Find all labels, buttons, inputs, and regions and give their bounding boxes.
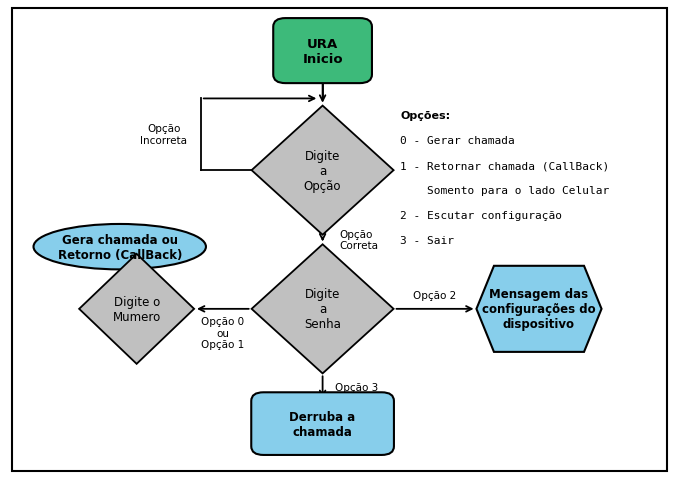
Text: 2 - Escutar configuração: 2 - Escutar configuração (401, 210, 562, 220)
Text: Opção 0
ou
Opção 1: Opção 0 ou Opção 1 (201, 316, 244, 349)
Text: 1 - Retornar chamada (CallBack): 1 - Retornar chamada (CallBack) (401, 161, 610, 171)
Text: 3 - Sair: 3 - Sair (401, 235, 454, 245)
Polygon shape (79, 254, 194, 364)
Text: Somento para o lado Celular: Somento para o lado Celular (401, 186, 610, 195)
Polygon shape (252, 107, 394, 235)
Text: Opções:: Opções: (401, 111, 450, 121)
Text: Digite o
Mumero: Digite o Mumero (113, 295, 161, 323)
FancyBboxPatch shape (251, 393, 394, 455)
Text: Digite
a
Senha: Digite a Senha (304, 288, 341, 331)
Text: Derruba a
chamada: Derruba a chamada (289, 410, 356, 438)
Text: Opção 2: Opção 2 (414, 290, 457, 300)
Text: Opção
Incorreta: Opção Incorreta (140, 124, 187, 146)
Text: 0 - Gerar chamada: 0 - Gerar chamada (401, 136, 515, 146)
Text: Opção 3: Opção 3 (335, 383, 378, 392)
Ellipse shape (33, 225, 206, 270)
Text: Opção
Correta: Opção Correta (340, 229, 378, 251)
Text: Gera chamada ou
Retorno (CallBack): Gera chamada ou Retorno (CallBack) (58, 233, 182, 261)
Text: Mensagem das
configurações do
dispositivo: Mensagem das configurações do dispositiv… (482, 288, 595, 331)
Text: URA
Inicio: URA Inicio (302, 37, 343, 65)
Text: Digite
a
Opção: Digite a Opção (304, 149, 342, 192)
Polygon shape (477, 266, 602, 352)
Polygon shape (252, 245, 394, 373)
FancyBboxPatch shape (273, 19, 372, 84)
